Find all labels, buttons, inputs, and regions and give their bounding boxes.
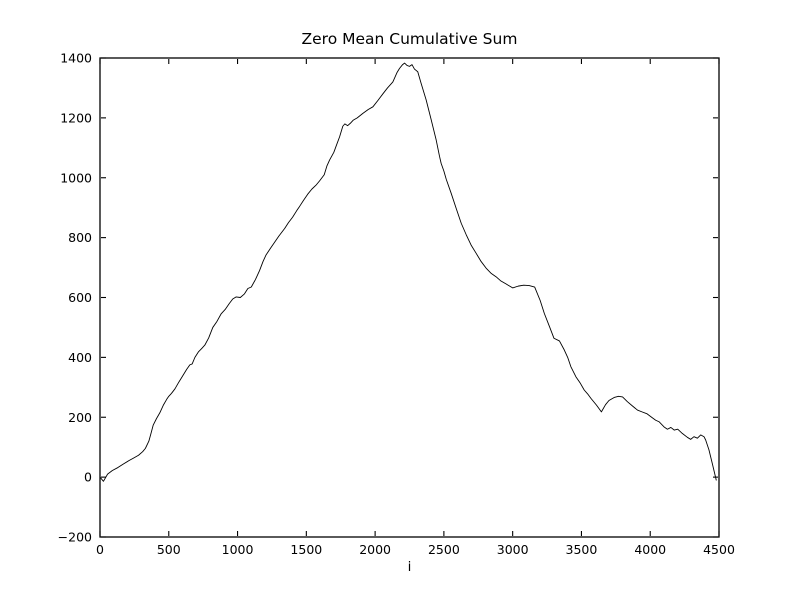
x-tick-label: 3000 bbox=[497, 542, 529, 557]
x-tick-label: 2500 bbox=[428, 542, 460, 557]
cumulative-sum-line bbox=[99, 62, 717, 482]
x-tick-label: 1500 bbox=[290, 542, 322, 557]
plot-frame bbox=[99, 57, 720, 538]
y-tick-label: −200 bbox=[58, 530, 92, 545]
axis-ticks bbox=[99, 57, 720, 538]
x-tick-label: 2000 bbox=[359, 542, 391, 557]
y-tick-label: 1000 bbox=[60, 170, 92, 185]
x-tick-label: 4500 bbox=[703, 542, 735, 557]
x-tick-label: 1000 bbox=[222, 542, 254, 557]
data-series-line bbox=[99, 62, 717, 482]
y-tick-label: 400 bbox=[68, 350, 92, 365]
axes-frame bbox=[99, 57, 720, 538]
x-tick-label: 3500 bbox=[566, 542, 598, 557]
y-tick-label: 1400 bbox=[60, 51, 92, 66]
y-tick-label: 0 bbox=[84, 470, 92, 485]
y-tick-label: 200 bbox=[68, 410, 92, 425]
x-axis-label: i bbox=[408, 559, 412, 575]
chart-title: Zero Mean Cumulative Sum bbox=[302, 30, 518, 48]
x-tick-label: 4000 bbox=[634, 542, 666, 557]
x-tick-label: 500 bbox=[157, 542, 181, 557]
y-tick-label: 1200 bbox=[60, 110, 92, 125]
y-tick-label: 800 bbox=[68, 230, 92, 245]
y-tick-label: 600 bbox=[68, 290, 92, 305]
axis-tick-labels: 0 500 1000 1500 2000 2500 3000 3500 4000 4500−200… bbox=[58, 51, 735, 558]
x-tick-label: 0 bbox=[96, 542, 104, 557]
